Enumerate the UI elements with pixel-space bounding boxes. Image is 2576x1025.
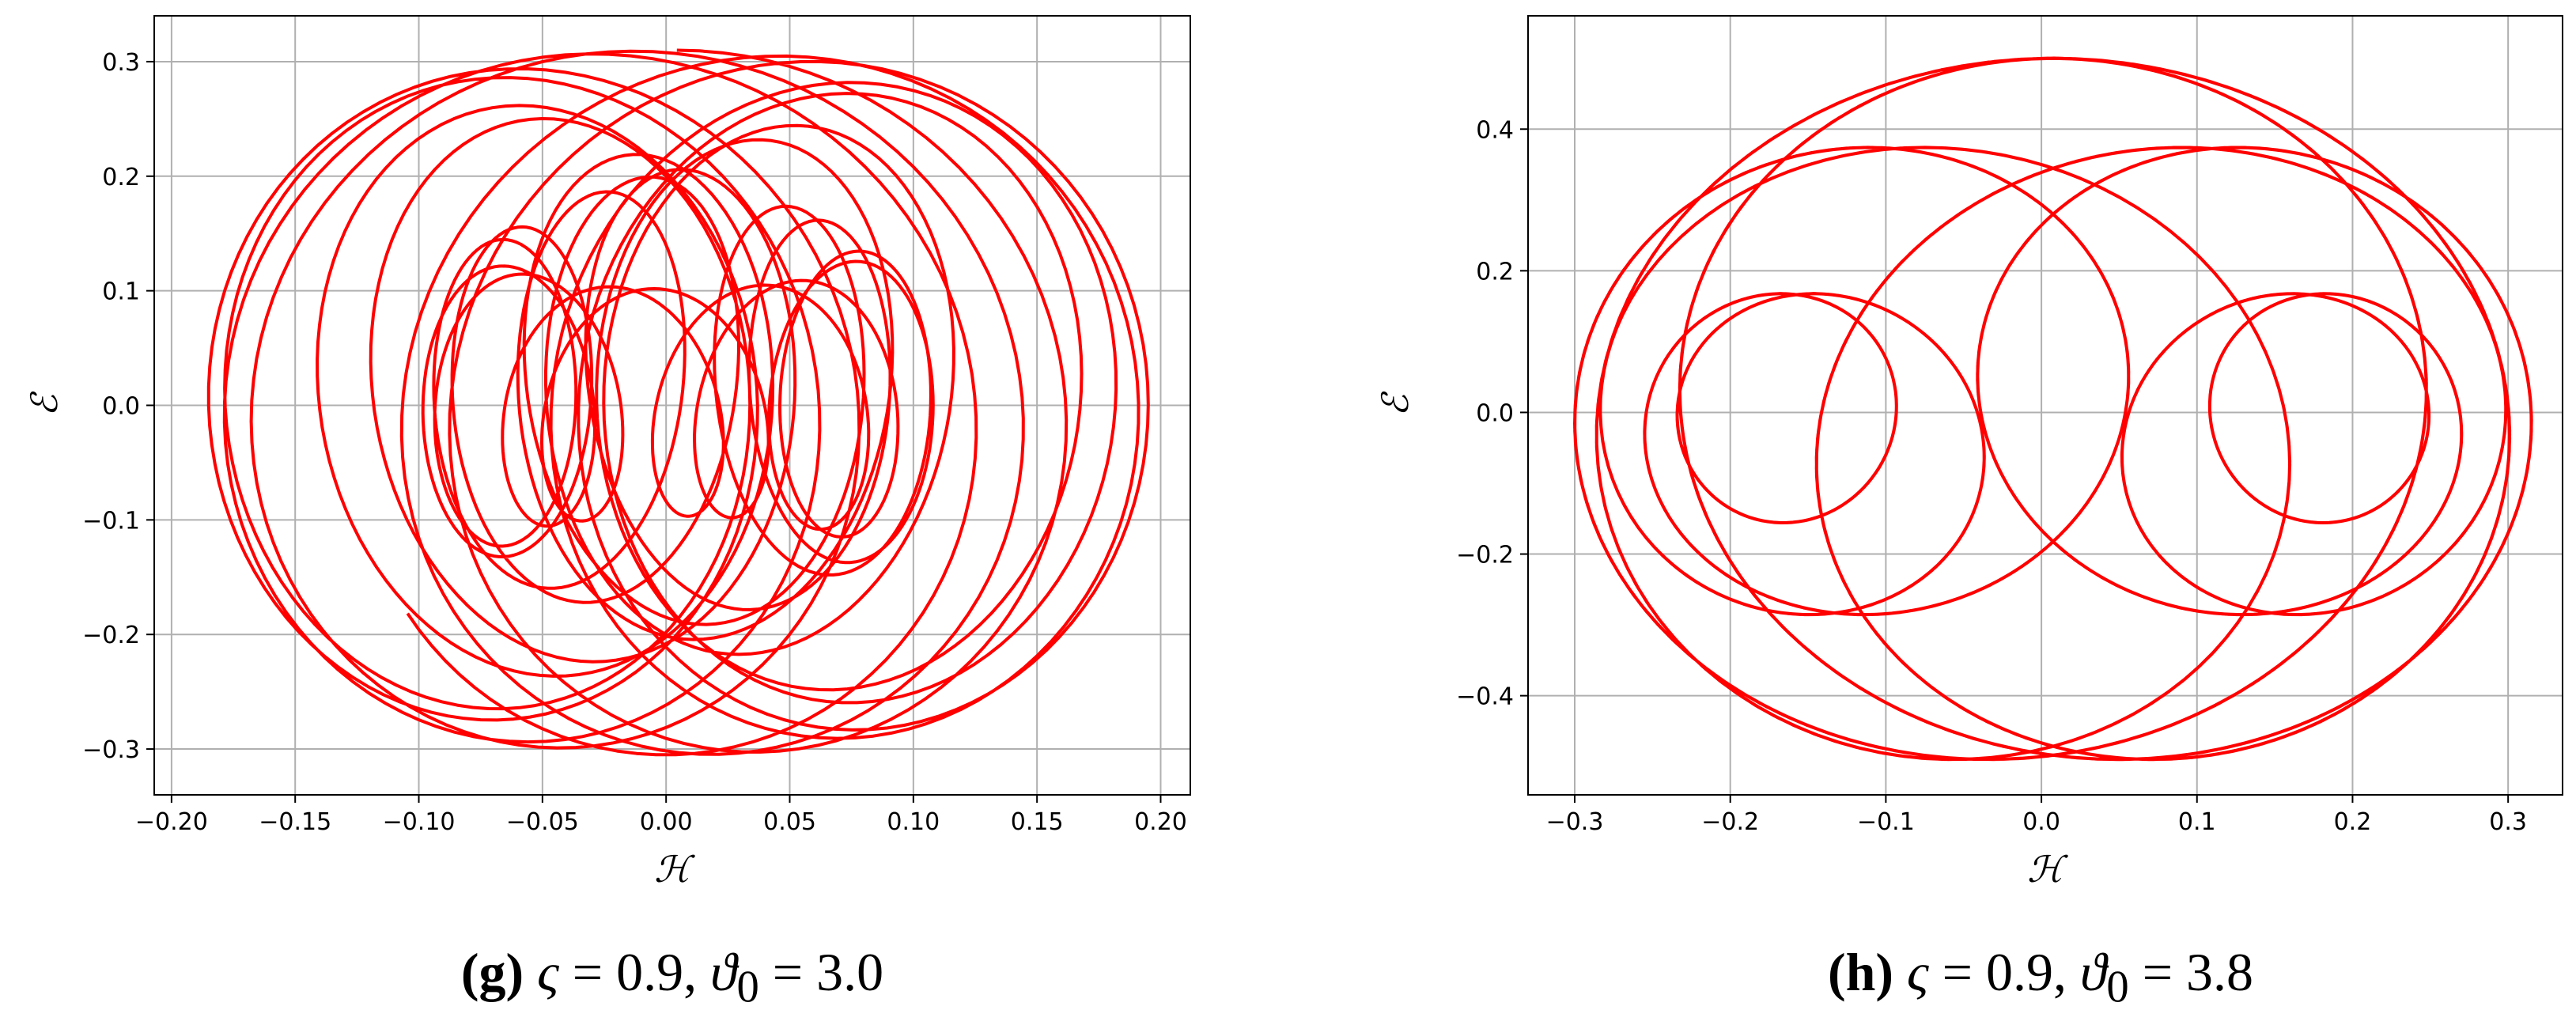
y-axis-label: ℰ [1375, 391, 1416, 416]
y-tick-label: −0.2 [82, 622, 140, 649]
y-tick-label: −0.2 [1456, 542, 1514, 569]
y-tick-label: −0.1 [82, 507, 140, 535]
caption-h-eq2: = 3.8 [2128, 942, 2254, 1002]
x-tick-label: 0.1 [2178, 808, 2216, 836]
caption-g-sym2: ϑ [710, 942, 737, 1002]
plot-frame [153, 15, 1191, 796]
caption-g-eq1: = 0.9, [558, 942, 711, 1002]
y-tick-label: 0.2 [1476, 258, 1514, 286]
caption-h-sym2: ϑ [2080, 942, 2107, 1002]
y-tick-label: 0.4 [1476, 116, 1514, 144]
x-tick-label: −0.1 [1857, 808, 1915, 836]
x-tick-label: 0.2 [2334, 808, 2372, 836]
caption-h-eq1: = 0.9, [1928, 942, 2080, 1002]
x-tick-label: 0.20 [1134, 808, 1187, 836]
y-tick-label: 0.1 [102, 278, 140, 306]
plot-frame [1527, 15, 2563, 796]
x-tick-label: 0.05 [763, 808, 816, 836]
chart-panel-h: −0.3 −0.2 −0.1 0.0 0.1 0.2 0.3 −0.4 −0.2 0.0 0.2 0.… [1375, 15, 2563, 890]
x-axis-label: ℋ [2027, 849, 2068, 890]
y-tick-label: 0.0 [1476, 399, 1514, 427]
y-tick-label: 0.0 [102, 393, 140, 421]
y-axis-label: ℰ [25, 391, 65, 416]
x-axis-label: ℋ [654, 849, 695, 890]
y-tick-label: 0.2 [102, 164, 140, 191]
y-tick-label: −0.4 [1456, 683, 1514, 711]
y-tick-label: −0.3 [82, 736, 140, 764]
caption-h: (h) ς = 0.9, ϑ0 = 3.8 [1685, 941, 2396, 1013]
caption-h-sym1: ς [1907, 942, 1929, 1002]
x-tick-label: −0.3 [1546, 808, 1604, 836]
caption-g: (g) ς = 0.9, ϑ0 = 3.0 [316, 941, 1028, 1013]
x-tick-label: −0.15 [259, 808, 331, 836]
caption-g-sub2: 0 [736, 963, 759, 1012]
x-tick-label: 0.3 [2489, 808, 2527, 836]
x-tick-label: −0.20 [135, 808, 208, 836]
caption-g-letter: (g) [460, 942, 524, 1002]
x-tick-label: −0.05 [506, 808, 579, 836]
x-tick-label: 0.10 [887, 808, 940, 836]
x-tick-label: −0.10 [383, 808, 456, 836]
trajectory-line [1573, 56, 2533, 762]
caption-g-eq2: = 3.0 [758, 942, 884, 1002]
chart-panel-g: −0.20 −0.15 −0.10 −0.05 0.00 0.05 0.10 0.15 0.20… [25, 15, 1191, 890]
x-tick-label: 0.0 [2022, 808, 2060, 836]
caption-h-sub2: 0 [2106, 963, 2129, 1012]
caption-g-sym1: ς [537, 942, 559, 1002]
x-tick-label: 0.00 [640, 808, 693, 836]
caption-h-letter: (h) [1827, 942, 1894, 1002]
trajectory-line [206, 48, 1150, 757]
y-tick-label: 0.3 [102, 49, 140, 77]
x-tick-label: −0.2 [1701, 808, 1759, 836]
x-tick-label: 0.15 [1011, 808, 1064, 836]
